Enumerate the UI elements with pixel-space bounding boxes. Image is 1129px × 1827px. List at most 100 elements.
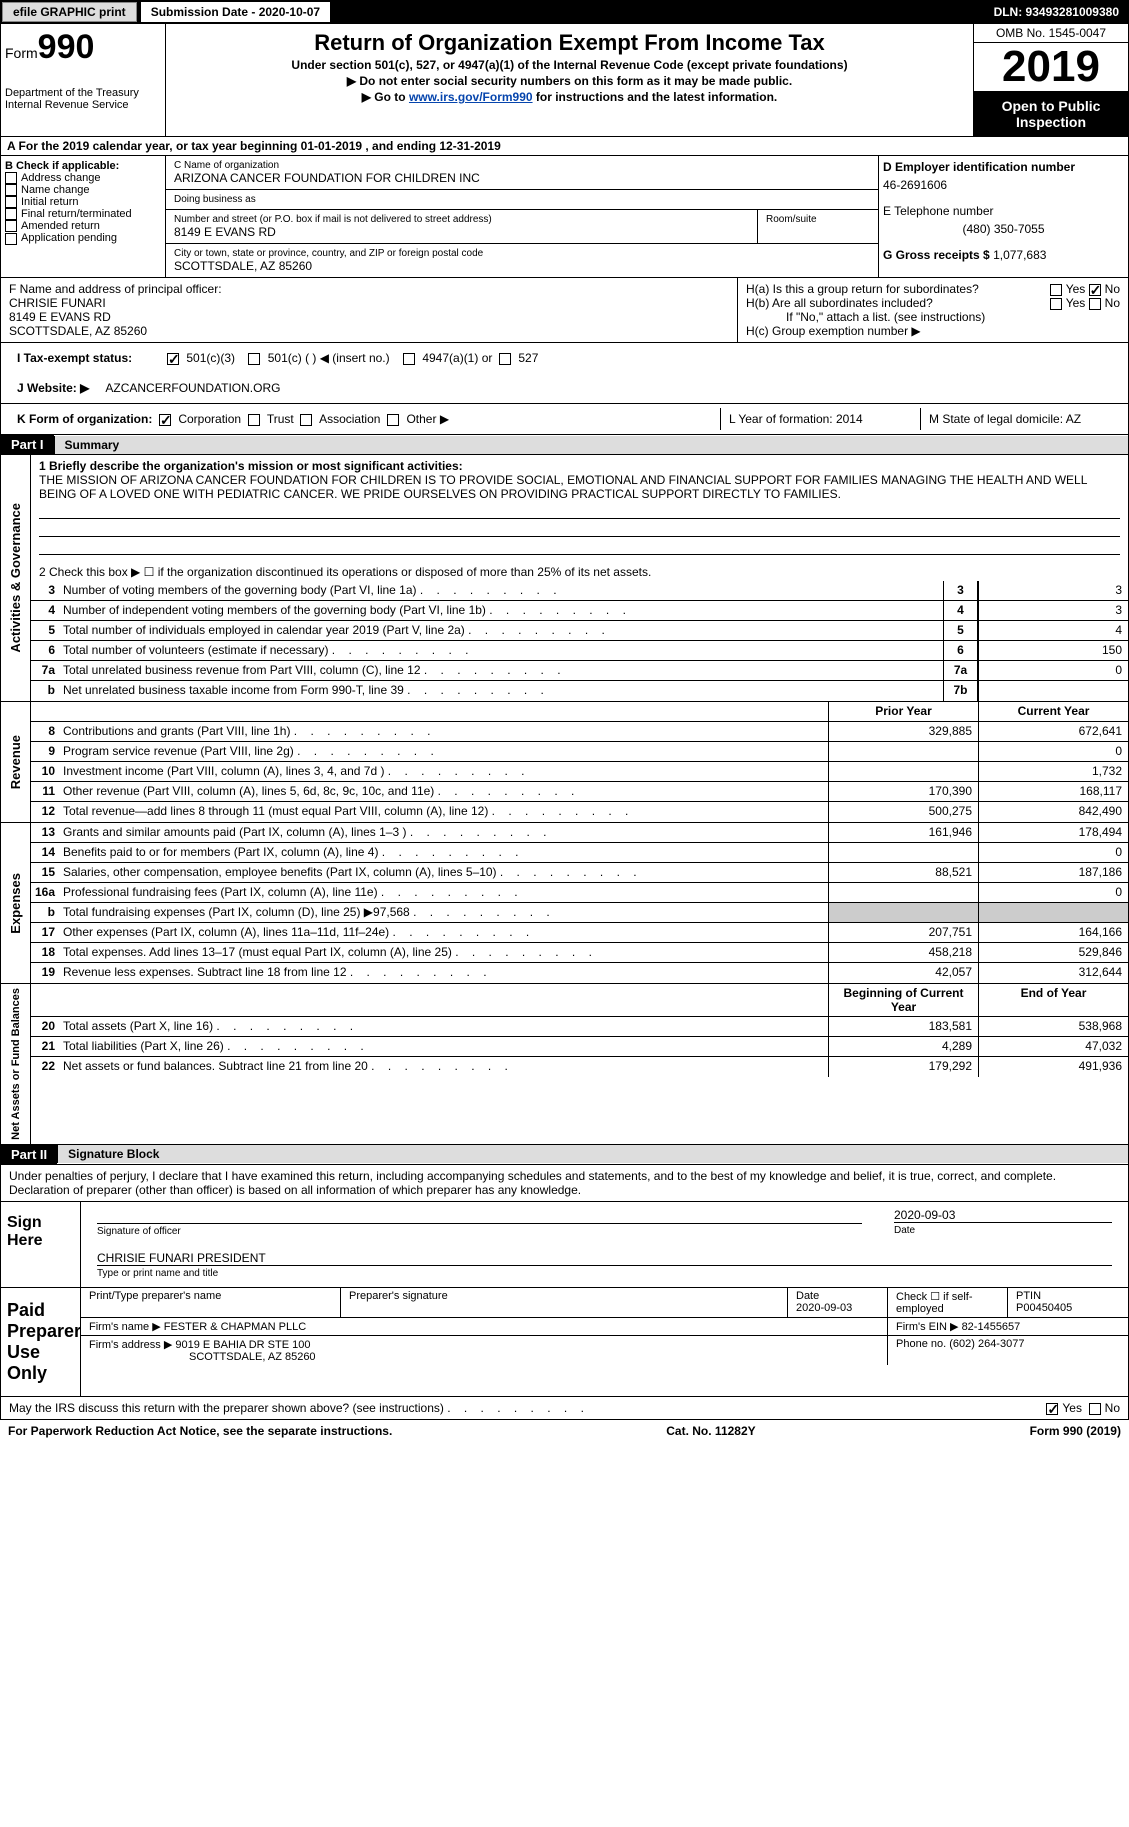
website-value: AZCANCERFOUNDATION.ORG — [97, 377, 288, 399]
period-row: A For the 2019 calendar year, or tax yea… — [0, 137, 1129, 156]
row-i: I Tax-exempt status: 501(c)(3) 501(c) ( … — [0, 343, 1129, 373]
dln: DLN: 93493281009380 — [984, 0, 1129, 24]
omb-number: OMB No. 1545-0047 — [974, 24, 1128, 43]
cb-address-change[interactable] — [5, 172, 17, 184]
cb-final-return[interactable] — [5, 208, 17, 220]
mission-label: 1 Briefly describe the organization's mi… — [39, 459, 463, 473]
cb-hb-yes[interactable] — [1050, 298, 1062, 310]
governance-section: Activities & Governance 1 Briefly descri… — [0, 455, 1129, 702]
table-row: 6 Total number of volunteers (estimate i… — [31, 641, 1128, 661]
footer-left: For Paperwork Reduction Act Notice, see … — [8, 1424, 392, 1438]
submission-date: Submission Date - 2020-10-07 — [141, 2, 330, 22]
exp-label: Expenses — [6, 869, 25, 938]
section-b-c-d: B Check if applicable: Address change Na… — [0, 156, 1129, 278]
part2-title: Signature Block — [57, 1145, 1128, 1163]
cb-hb-no[interactable] — [1089, 298, 1101, 310]
gross-value: 1,077,683 — [993, 248, 1046, 262]
cb-amended[interactable] — [5, 220, 17, 232]
hdr-beg: Beginning of Current Year — [828, 984, 978, 1016]
table-row: 17 Other expenses (Part IX, column (A), … — [31, 923, 1128, 943]
table-row: b Net unrelated business taxable income … — [31, 681, 1128, 701]
cb-corp[interactable] — [159, 414, 171, 426]
table-row: 19 Revenue less expenses. Subtract line … — [31, 963, 1128, 983]
table-row: 8 Contributions and grants (Part VIII, l… — [31, 722, 1128, 742]
cb-other[interactable] — [387, 414, 399, 426]
form-header: Form990 Department of the Treasury Inter… — [0, 24, 1129, 137]
open-to-public: Open to Public Inspection — [974, 92, 1128, 136]
firm-phone-label: Phone no. — [896, 1338, 946, 1350]
addr-label: Number and street (or P.O. box if mail i… — [174, 214, 749, 225]
firm-addr-label: Firm's address ▶ — [89, 1339, 172, 1351]
table-row: 13 Grants and similar amounts paid (Part… — [31, 823, 1128, 843]
subtitle-3: ▶ Go to www.irs.gov/Form990 for instruct… — [174, 90, 965, 104]
officer-name-title: CHRISIE FUNARI PRESIDENT — [97, 1251, 1112, 1266]
cb-trust[interactable] — [248, 414, 260, 426]
cb-assoc[interactable] — [300, 414, 312, 426]
j-label: J Website: ▶ — [17, 381, 89, 395]
cb-ha-yes[interactable] — [1050, 284, 1062, 296]
ptin-label: PTIN — [1016, 1290, 1041, 1302]
prep-date-hdr: Date — [796, 1290, 819, 1302]
gov-label: Activities & Governance — [6, 499, 25, 657]
efile-print-button[interactable]: efile GRAPHIC print — [2, 2, 137, 22]
sig-date: 2020-09-03 — [894, 1208, 1112, 1223]
ein-label: D Employer identification number — [883, 160, 1124, 174]
firm-addr2: SCOTTSDALE, AZ 85260 — [189, 1351, 316, 1363]
firm-name-label: Firm's name ▶ — [89, 1321, 161, 1333]
discuss-row: May the IRS discuss this return with the… — [0, 1397, 1129, 1420]
netassets-section: Net Assets or Fund Balances Beginning of… — [0, 984, 1129, 1145]
cb-initial-return[interactable] — [5, 196, 17, 208]
cb-pending[interactable] — [5, 233, 17, 245]
officer-name-label: Type or print name and title — [89, 1268, 1120, 1283]
k-label: K Form of organization: — [17, 412, 152, 426]
irs-label: Internal Revenue Service — [5, 99, 161, 111]
cb-discuss-yes[interactable] — [1046, 1403, 1058, 1415]
sign-here-label: Sign Here — [1, 1202, 81, 1287]
m-state: M State of legal domicile: AZ — [920, 408, 1120, 430]
ein-value: 46-2691606 — [883, 178, 1124, 192]
officer-label: F Name and address of principal officer: — [9, 282, 729, 296]
l-year: L Year of formation: 2014 — [720, 408, 920, 430]
cb-name-change[interactable] — [5, 184, 17, 196]
form990-link[interactable]: www.irs.gov/Form990 — [409, 90, 533, 104]
table-row: 15 Salaries, other compensation, employe… — [31, 863, 1128, 883]
officer-name: CHRISIE FUNARI — [9, 296, 729, 310]
cb-4947[interactable] — [403, 353, 415, 365]
sign-here-block: Sign Here Signature of officer 2020-09-0… — [0, 1202, 1129, 1288]
tel-label: E Telephone number — [883, 204, 1124, 218]
firm-ein-label: Firm's EIN ▶ — [896, 1321, 959, 1333]
city-label: City or town, state or province, country… — [174, 248, 870, 259]
form-number: 990 — [38, 28, 95, 66]
table-row: 10 Investment income (Part VIII, column … — [31, 762, 1128, 782]
revenue-section: Revenue Prior Year Current Year 8 Contri… — [0, 702, 1129, 823]
section-f-h: F Name and address of principal officer:… — [0, 278, 1129, 343]
tax-year: 2019 — [974, 43, 1128, 92]
table-row: b Total fundraising expenses (Part IX, c… — [31, 903, 1128, 923]
cb-501c3[interactable] — [167, 353, 179, 365]
cb-discuss-no[interactable] — [1089, 1403, 1101, 1415]
i-label: I Tax-exempt status: — [17, 351, 132, 365]
dept-treasury: Department of the Treasury — [5, 87, 161, 99]
footer-center: Cat. No. 11282Y — [666, 1424, 755, 1438]
subtitle-1: Under section 501(c), 527, or 4947(a)(1)… — [174, 58, 965, 72]
cb-ha-no[interactable] — [1089, 284, 1101, 296]
form-title: Return of Organization Exempt From Incom… — [174, 30, 965, 56]
ptin-value: P00450405 — [1016, 1302, 1072, 1314]
footer: For Paperwork Reduction Act Notice, see … — [0, 1420, 1129, 1442]
table-row: 20 Total assets (Part X, line 16) 183,58… — [31, 1017, 1128, 1037]
officer-addr1: 8149 E EVANS RD — [9, 310, 729, 324]
org-name: ARIZONA CANCER FOUNDATION FOR CHILDREN I… — [174, 171, 870, 185]
org-name-label: C Name of organization — [174, 160, 870, 171]
hdr-curr: Current Year — [978, 702, 1128, 721]
hdr-prior: Prior Year — [828, 702, 978, 721]
cb-501c[interactable] — [248, 353, 260, 365]
firm-name: FESTER & CHAPMAN PLLC — [164, 1321, 306, 1333]
part1-tag: Part I — [1, 435, 54, 454]
subtitle-2: ▶ Do not enter social security numbers o… — [174, 74, 965, 88]
room-label: Room/suite — [766, 214, 870, 225]
b-label: B Check if applicable: — [5, 160, 161, 172]
cb-527[interactable] — [499, 353, 511, 365]
h-b-note: If "No," attach a list. (see instruction… — [746, 310, 1120, 324]
rev-label: Revenue — [6, 731, 25, 793]
city-state-zip: SCOTTSDALE, AZ 85260 — [174, 259, 870, 273]
